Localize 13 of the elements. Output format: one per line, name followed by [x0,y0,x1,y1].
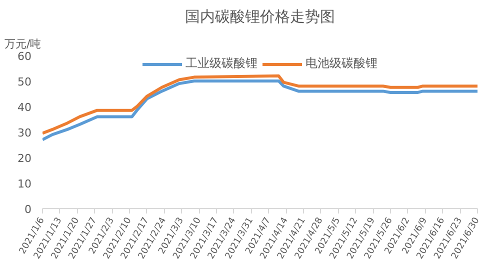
legend-label: 电池级碳酸锂 [306,55,378,72]
y-tick-label: 50 [18,76,32,88]
line-series [42,80,478,142]
y-tick-label: 10 [18,178,32,190]
y-tick-label: 30 [18,126,32,140]
line-series [42,74,478,135]
y-tick-label: 40 [18,101,32,114]
y-axis-title: 万元/吨 [4,38,42,50]
y-tick-label: 60 [18,50,32,63]
y-tick-label: 0 [24,203,32,216]
legend-label: 工业级碳酸锂 [186,55,258,72]
chart-title: 国内碳酸锂价格走势图 [185,8,335,26]
y-tick-label: 20 [18,152,32,165]
